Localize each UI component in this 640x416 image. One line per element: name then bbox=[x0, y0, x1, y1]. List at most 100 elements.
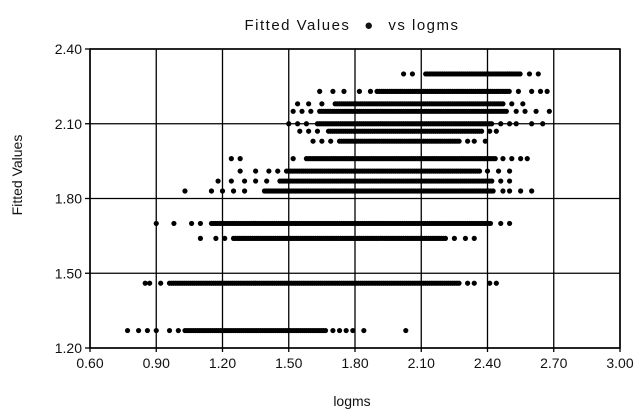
y-tick-label: 2.10 bbox=[55, 116, 82, 132]
data-point bbox=[513, 121, 519, 127]
y-tick-label: 1.80 bbox=[55, 191, 82, 207]
data-point bbox=[175, 327, 181, 334]
data-point bbox=[330, 327, 336, 334]
data-point bbox=[264, 178, 270, 184]
data-point bbox=[500, 156, 506, 162]
plot-frame bbox=[85, 48, 621, 352]
data-point bbox=[297, 128, 303, 134]
data-point bbox=[506, 88, 512, 94]
data-point bbox=[228, 156, 234, 162]
x-axis-label: logms bbox=[333, 393, 370, 409]
data-point bbox=[479, 128, 485, 134]
data-point bbox=[341, 88, 347, 94]
data-point bbox=[153, 220, 159, 227]
data-point bbox=[529, 121, 535, 127]
data-point bbox=[471, 138, 477, 144]
data-point bbox=[498, 121, 504, 127]
data-point bbox=[400, 71, 407, 77]
data-point bbox=[471, 280, 477, 286]
data-point bbox=[506, 220, 513, 227]
data-point bbox=[540, 121, 546, 127]
data-point bbox=[506, 121, 513, 127]
data-point bbox=[317, 88, 323, 94]
data-point bbox=[529, 88, 535, 94]
data-point bbox=[520, 101, 526, 107]
data-point bbox=[237, 168, 243, 174]
data-point bbox=[535, 71, 541, 77]
data-point bbox=[487, 220, 494, 227]
x-tick-label: 1.80 bbox=[341, 355, 368, 371]
data-point bbox=[153, 327, 159, 334]
data-point bbox=[328, 138, 334, 144]
data-point bbox=[490, 188, 496, 194]
data-point bbox=[197, 235, 204, 241]
data-point bbox=[350, 327, 356, 334]
data-point bbox=[330, 88, 336, 94]
data-point bbox=[465, 138, 471, 144]
data-points bbox=[124, 71, 552, 334]
data-point bbox=[506, 178, 513, 184]
data-point bbox=[215, 178, 221, 184]
data-point bbox=[493, 280, 499, 286]
data-point bbox=[290, 156, 296, 162]
x-tick-label: 1.20 bbox=[209, 355, 236, 371]
data-point bbox=[314, 128, 321, 134]
x-tick-label: 2.40 bbox=[474, 355, 501, 371]
data-point bbox=[546, 108, 552, 114]
data-point bbox=[182, 188, 188, 194]
data-point bbox=[237, 156, 243, 162]
data-point bbox=[367, 88, 374, 94]
chart-title: Fitted Values ● vs logms bbox=[244, 17, 459, 34]
data-point bbox=[498, 220, 504, 227]
data-point bbox=[219, 188, 226, 194]
data-point bbox=[517, 71, 523, 77]
x-tick-label: 0.60 bbox=[76, 355, 103, 371]
data-point bbox=[147, 280, 153, 286]
data-point bbox=[442, 235, 449, 241]
data-point bbox=[322, 327, 329, 334]
data-point bbox=[144, 327, 151, 334]
data-point bbox=[171, 220, 177, 227]
data-point bbox=[489, 178, 495, 184]
data-point bbox=[275, 168, 281, 174]
data-point bbox=[299, 108, 305, 114]
data-point bbox=[158, 280, 164, 286]
data-point bbox=[456, 280, 462, 286]
data-point bbox=[476, 168, 483, 174]
x-tick-label: 2.10 bbox=[408, 355, 435, 371]
data-point bbox=[336, 327, 343, 334]
data-point bbox=[241, 178, 248, 184]
data-point bbox=[518, 156, 524, 162]
y-tick-label: 2.40 bbox=[55, 41, 82, 57]
data-point bbox=[471, 235, 477, 241]
data-point bbox=[465, 280, 471, 286]
data-point bbox=[500, 101, 506, 107]
data-point bbox=[403, 327, 409, 334]
data-point bbox=[142, 280, 148, 286]
data-point bbox=[188, 220, 195, 227]
data-point bbox=[306, 101, 312, 107]
data-point bbox=[509, 156, 515, 162]
data-point bbox=[208, 188, 215, 194]
data-point bbox=[124, 327, 131, 334]
data-point bbox=[230, 188, 237, 194]
data-point bbox=[529, 188, 535, 194]
data-point bbox=[306, 128, 312, 134]
data-point bbox=[533, 108, 539, 114]
data-point bbox=[513, 108, 519, 114]
data-point bbox=[135, 327, 142, 334]
data-point bbox=[319, 138, 325, 144]
data-point bbox=[462, 235, 469, 241]
y-tick-label: 1.20 bbox=[55, 340, 82, 356]
data-point bbox=[487, 128, 493, 134]
data-point bbox=[509, 101, 515, 107]
data-point bbox=[544, 88, 550, 94]
data-point bbox=[241, 188, 248, 194]
tick-labels: 0.60 0.90 1.20 1.50 1.80 2.10 2.40 2.70 3.00 1.20… bbox=[55, 41, 634, 371]
data-point bbox=[456, 138, 462, 144]
data-point bbox=[222, 235, 228, 241]
title-vs: vs logms bbox=[388, 17, 459, 34]
data-point bbox=[361, 327, 367, 334]
data-point bbox=[493, 128, 499, 134]
